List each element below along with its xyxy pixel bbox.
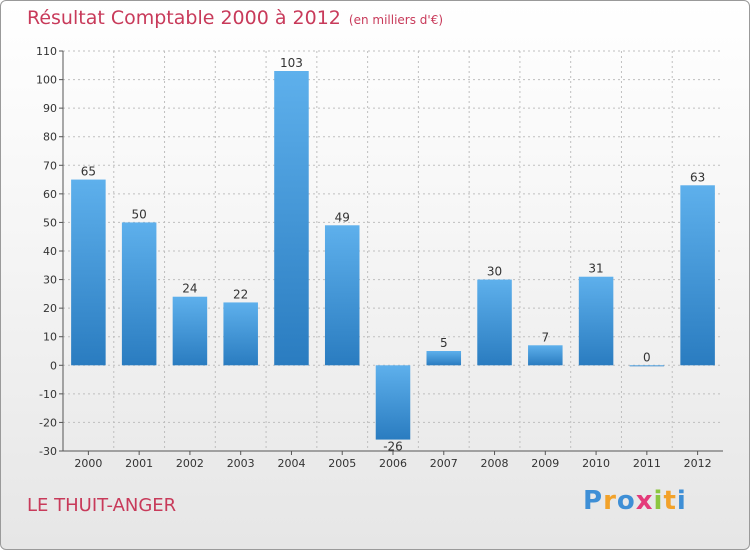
y-tick-label: 40 bbox=[43, 245, 57, 258]
y-tick-label: 10 bbox=[43, 331, 57, 344]
bar-2011 bbox=[629, 365, 665, 367]
data-label: 5 bbox=[440, 336, 448, 350]
data-label: -26 bbox=[383, 440, 403, 454]
y-tick-label: 70 bbox=[43, 159, 57, 172]
data-label: 50 bbox=[132, 207, 147, 221]
x-tick-label: 2010 bbox=[582, 457, 610, 470]
x-tick-label: 2012 bbox=[684, 457, 712, 470]
data-label: 63 bbox=[690, 170, 705, 184]
data-label: 65 bbox=[81, 165, 96, 179]
x-tick-label: 2011 bbox=[633, 457, 661, 470]
logo-letter: P bbox=[583, 486, 604, 516]
bar-2010 bbox=[578, 276, 614, 366]
logo-letter: x bbox=[635, 486, 654, 516]
y-tick-label: 80 bbox=[43, 131, 57, 144]
y-tick-label: -30 bbox=[39, 445, 57, 458]
x-tick-label: 2007 bbox=[430, 457, 458, 470]
x-tick-label: 2002 bbox=[176, 457, 204, 470]
proxiti-logo[interactable]: Proxiti bbox=[583, 486, 687, 516]
bar-2006 bbox=[375, 365, 411, 440]
logo-letter: t bbox=[663, 486, 677, 516]
chart-unit: (en milliers d'€) bbox=[348, 13, 444, 27]
data-label: 49 bbox=[335, 210, 350, 224]
x-tick-label: 2009 bbox=[531, 457, 559, 470]
data-label: 0 bbox=[643, 350, 651, 364]
y-tick-label: 60 bbox=[43, 188, 57, 201]
bar-2009 bbox=[528, 345, 563, 366]
y-tick-label: 0 bbox=[50, 359, 57, 372]
bar-2002 bbox=[172, 296, 208, 366]
chart-title: Résultat Comptable 2000 à 2012 (en millie… bbox=[27, 7, 443, 29]
data-labels: 65 50 24 22 103 49 -26 5 30 7 31 0 63 bbox=[81, 56, 706, 454]
data-label: 30 bbox=[487, 265, 502, 279]
bar-2004 bbox=[274, 71, 309, 366]
bar-2007 bbox=[426, 351, 462, 366]
data-label: 31 bbox=[588, 262, 603, 276]
bar-2008 bbox=[477, 279, 512, 366]
bar-2000 bbox=[71, 179, 106, 366]
y-tick-label: 50 bbox=[43, 216, 57, 229]
commune-name: LE THUIT-ANGER bbox=[27, 495, 177, 516]
logo-letter: o bbox=[616, 486, 636, 516]
y-tick-label: 110 bbox=[36, 45, 57, 58]
y-tick-label: 20 bbox=[43, 302, 57, 315]
y-tick-label: 30 bbox=[43, 274, 57, 287]
y-tick-label: 90 bbox=[43, 102, 57, 115]
x-tick-label: 2006 bbox=[379, 457, 407, 470]
x-tick-label: 2000 bbox=[74, 457, 102, 470]
x-tick-label: 2003 bbox=[227, 457, 255, 470]
data-label: 103 bbox=[280, 56, 303, 70]
x-tick-label: 2004 bbox=[277, 457, 305, 470]
logo-letter: i bbox=[653, 486, 664, 516]
y-tick-label: -10 bbox=[39, 388, 57, 401]
chart-title-text: Résultat Comptable 2000 à 2012 bbox=[27, 7, 341, 29]
logo-letter: i bbox=[676, 486, 687, 516]
y-tick-label: 100 bbox=[36, 74, 57, 87]
bar-2012 bbox=[680, 185, 715, 366]
x-tick-label: 2001 bbox=[125, 457, 153, 470]
bar-2003 bbox=[223, 302, 258, 366]
logo-letter: r bbox=[603, 486, 617, 516]
y-tick-label: -20 bbox=[39, 416, 57, 429]
bar-2001 bbox=[121, 222, 157, 366]
data-label: 24 bbox=[182, 282, 197, 296]
x-tick-label: 2008 bbox=[481, 457, 509, 470]
data-label: 22 bbox=[233, 287, 248, 301]
data-label: 7 bbox=[541, 330, 549, 344]
bars bbox=[71, 71, 715, 440]
bar-2005 bbox=[324, 225, 360, 366]
x-tick-label: 2005 bbox=[328, 457, 356, 470]
